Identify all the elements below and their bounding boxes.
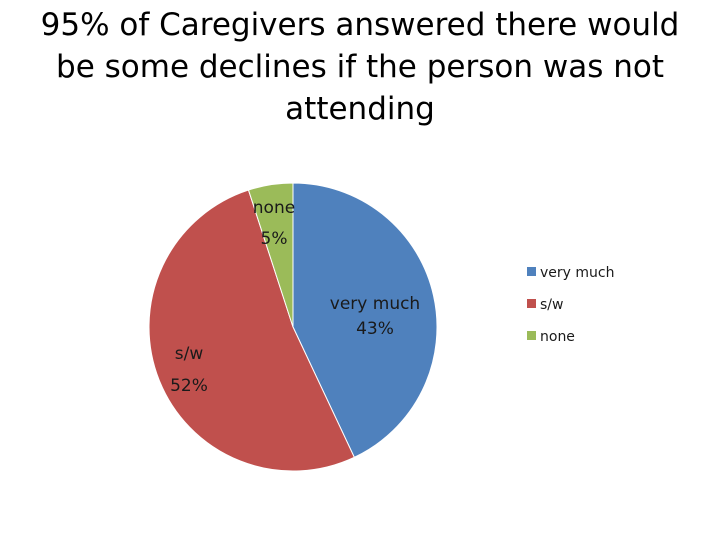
data-label-percent: 52% [170, 376, 208, 396]
legend: very much s/w none [527, 265, 614, 345]
legend-label: very much [540, 265, 614, 281]
data-label-category: s/w [175, 344, 204, 364]
chart-title: 95% of Caregivers answered there would b… [40, 7, 680, 127]
data-labels: very much 43% s/w 52% none 5% [170, 198, 420, 396]
legend-swatch [527, 331, 536, 340]
legend-label: none [540, 329, 575, 345]
pie-slice-s-w [148, 189, 355, 472]
pie-slice-very-much [292, 182, 438, 458]
legend-swatch [527, 299, 536, 308]
data-label-category: none [253, 198, 295, 218]
data-label-category: very much [330, 294, 420, 314]
data-label-percent: 43% [356, 319, 394, 339]
legend-swatch [527, 267, 536, 276]
data-label-percent: 5% [261, 229, 288, 249]
pie-slice-none [247, 182, 294, 328]
legend-label: s/w [540, 297, 563, 313]
pie-slices [148, 182, 438, 472]
